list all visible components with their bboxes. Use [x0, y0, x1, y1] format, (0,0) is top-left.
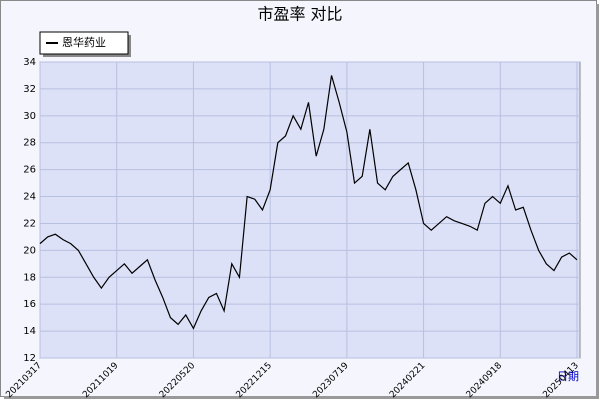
y-tick-label: 24	[23, 192, 36, 203]
y-tick-label: 28	[23, 138, 36, 149]
y-tick-label: 14	[23, 326, 36, 337]
plot-area	[39, 61, 581, 359]
y-tick-label: 18	[23, 272, 36, 283]
y-tick-label: 16	[23, 299, 36, 310]
legend	[39, 31, 129, 55]
frame-shadow	[4, 396, 599, 399]
legend-label: 恩华药业	[62, 35, 106, 49]
series-line	[39, 75, 578, 330]
y-tick-label: 34	[23, 57, 36, 68]
y-tick-label: 26	[23, 165, 36, 176]
y-tick-label: 22	[23, 218, 36, 229]
y-tick-label: 30	[23, 111, 36, 122]
y-tick-label: 32	[23, 84, 36, 95]
y-tick-label: 20	[23, 245, 36, 256]
chart-title: 市盈率 对比	[257, 5, 342, 24]
y-tick-label: 12	[23, 353, 36, 364]
frame-shadow	[596, 4, 599, 399]
x-axis-label: 日期	[557, 370, 579, 383]
